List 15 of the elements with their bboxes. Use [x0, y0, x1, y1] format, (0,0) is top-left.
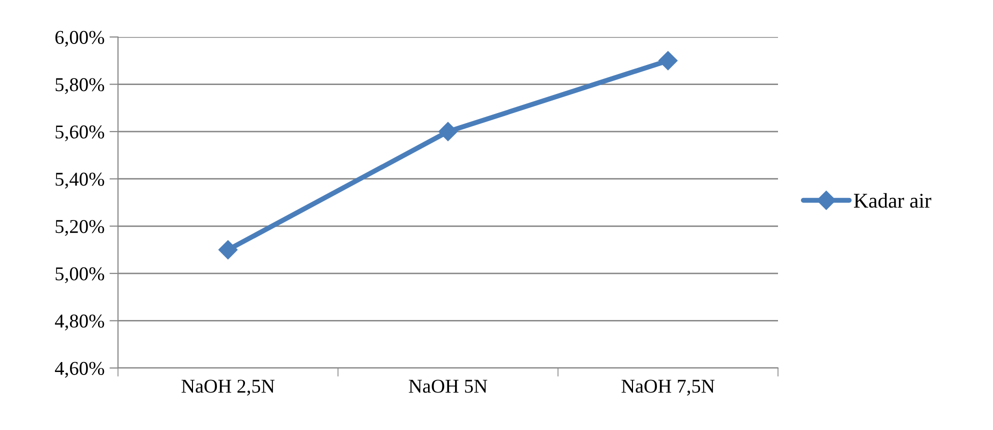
- y-tick-label: 4,80%: [54, 314, 104, 330]
- x-tick-label: NaOH 7,5N: [622, 380, 715, 396]
- x-tick-label: NaOH 2,5N: [182, 380, 275, 396]
- y-tick-label: 4,60%: [54, 362, 104, 378]
- point: [658, 51, 678, 70]
- y-tick-label: 6,00%: [55, 30, 104, 47]
- point: [218, 240, 238, 260]
- y-tick-label: 5,20%: [56, 220, 104, 236]
- y-tick-label: 5,40%: [56, 172, 104, 189]
- y-tick-label: 5,80%: [56, 78, 104, 94]
- point: [438, 122, 458, 142]
- y-tick-label: 5,00%: [56, 267, 104, 284]
- legend-label: Kadar air: [854, 193, 932, 208]
- x-tick-label: NaOH 5N: [408, 380, 488, 393]
- y-tick-label: 5,60%: [56, 125, 104, 142]
